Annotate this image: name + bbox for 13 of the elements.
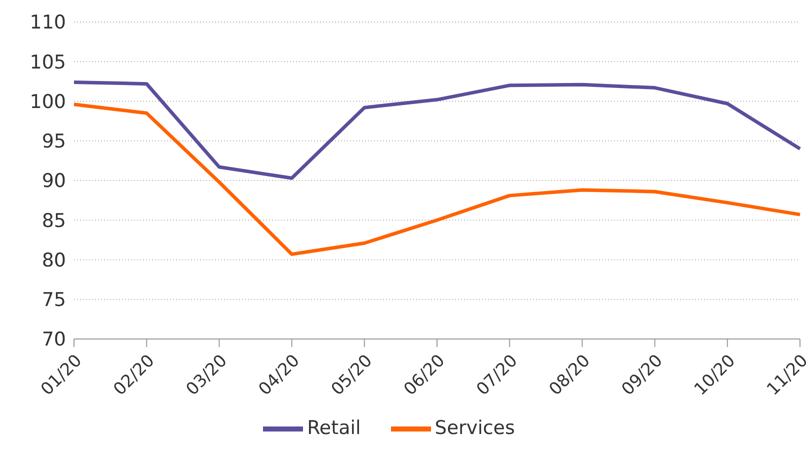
y-tick-label: 90 xyxy=(42,170,66,192)
y-tick-label: 110 xyxy=(30,12,66,34)
y-tick-label: 80 xyxy=(42,249,66,272)
y-tick-label: 85 xyxy=(42,210,66,232)
line-series xyxy=(72,80,802,180)
y-tick-label: 95 xyxy=(42,130,66,153)
y-tick-label: 100 xyxy=(30,90,66,113)
legend-label: Retail xyxy=(307,417,361,440)
y-tick-label: 70 xyxy=(42,328,66,351)
legend-label: Services xyxy=(434,417,515,440)
line-series xyxy=(72,102,802,256)
y-tick-label: 75 xyxy=(42,289,66,312)
y-tick-label: 105 xyxy=(30,51,66,74)
